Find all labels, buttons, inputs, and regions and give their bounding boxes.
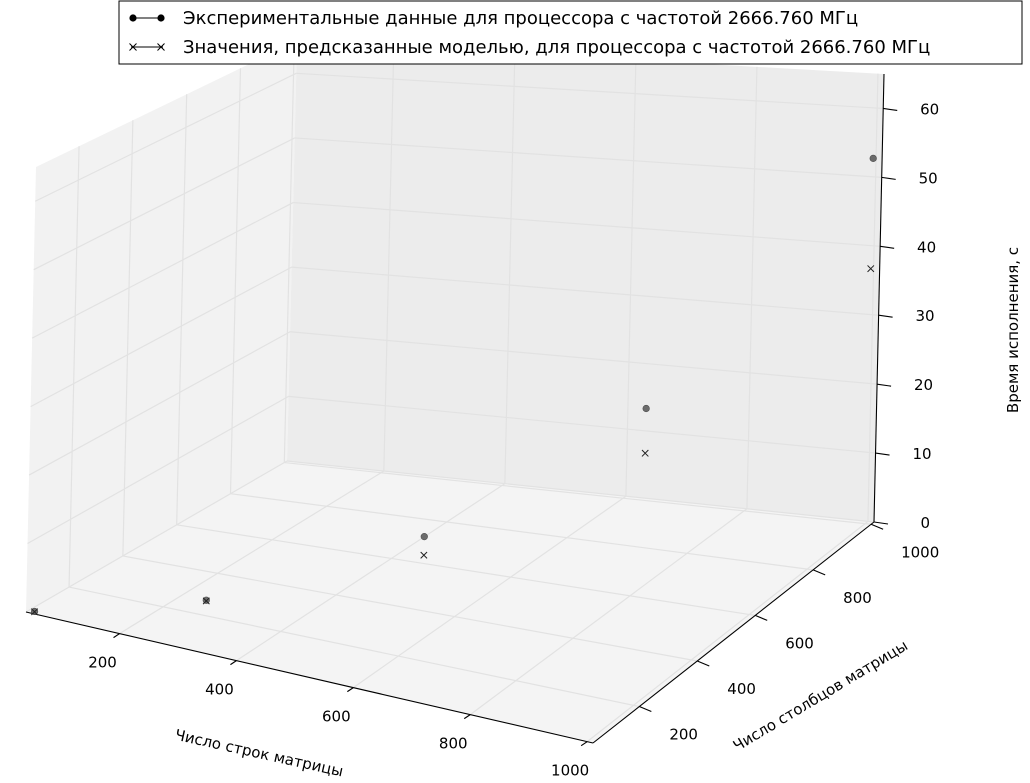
z-axis-line xyxy=(873,73,885,523)
back-pane xyxy=(287,41,884,522)
grid-line-z-back xyxy=(291,266,879,316)
z-tick-label: 30 xyxy=(916,307,935,325)
grid-line-y-left xyxy=(122,120,134,556)
y-tick-label: 400 xyxy=(727,680,756,698)
x-tick xyxy=(347,687,354,693)
z-tick xyxy=(876,383,892,387)
x-tick xyxy=(580,741,588,747)
grid-line-y-left xyxy=(68,146,80,588)
z-tick-label: 60 xyxy=(920,100,939,118)
z-tick-label: 40 xyxy=(917,238,936,256)
grid-line-x-back xyxy=(867,73,879,522)
legend: Экспериментальные данные для процессора … xyxy=(118,0,1023,65)
point-model xyxy=(867,265,875,273)
z-tick-label: 50 xyxy=(919,169,938,187)
grid-line-z-left xyxy=(34,72,297,202)
grid-line-z-back xyxy=(288,395,876,454)
grid-line-x-back xyxy=(383,46,395,472)
grid-line-x-back xyxy=(625,60,637,497)
point-experimental xyxy=(642,404,650,413)
axis-panes xyxy=(26,41,884,743)
x-tick xyxy=(230,660,237,666)
x-axis-label: Число строк матрицы xyxy=(173,726,345,781)
y-axis-label: Число столбцов матрицы xyxy=(730,636,911,755)
left-pane xyxy=(26,41,297,612)
grid-line-z-back xyxy=(293,201,881,247)
grid-line-z-left xyxy=(28,331,291,476)
legend-label-experimental: Экспериментальные данные для процессора … xyxy=(183,8,858,29)
y-tick xyxy=(870,523,884,530)
grid-line-z-back xyxy=(294,137,882,178)
legend-swatch-model xyxy=(129,43,165,51)
legend-label-model: Значения, предсказанные моделью, для про… xyxy=(183,37,930,58)
point-model xyxy=(30,608,39,616)
z-tick-label: 20 xyxy=(914,376,933,394)
z-tick xyxy=(880,245,895,249)
y-tick xyxy=(639,706,652,713)
z-tick xyxy=(875,452,890,456)
z-tick xyxy=(878,314,893,318)
point-model xyxy=(641,449,649,457)
data-marks xyxy=(30,154,877,616)
axis-ticks: 200 400 600 800 1000 200 400 600 800 1000 0 10 20 30 4… xyxy=(88,100,939,779)
point-experimental xyxy=(869,154,877,162)
legend-swatch-experimental xyxy=(129,14,165,22)
x-tick-label: 200 xyxy=(88,654,117,672)
point-experimental xyxy=(420,533,428,541)
x-axis-line xyxy=(25,611,594,744)
x-tick xyxy=(113,633,120,639)
grid-line-y-floor xyxy=(122,555,698,662)
z-tick xyxy=(873,521,889,525)
grid-line-y-floor xyxy=(68,586,640,708)
grid-line-z-left xyxy=(33,137,295,271)
grid-line-z-back xyxy=(296,72,884,110)
floor-pane xyxy=(26,461,874,743)
grid-line-z-left xyxy=(25,460,288,613)
grid-line-x-back xyxy=(746,66,758,509)
x-tick xyxy=(463,714,471,720)
y-tick xyxy=(755,614,768,621)
x-tick-label: 400 xyxy=(205,681,234,699)
point-model xyxy=(202,597,210,605)
grid-line-y-left xyxy=(229,68,242,494)
grid-line-y-left xyxy=(283,42,295,463)
grid-line-y-floor xyxy=(284,461,872,525)
grid-line-z-left xyxy=(30,266,292,408)
x-tick-label: 1000 xyxy=(551,762,589,780)
grid-line-z-back xyxy=(286,460,875,523)
y-tick xyxy=(697,660,710,667)
y-tick xyxy=(812,569,826,576)
grid-line-x-back xyxy=(504,53,516,484)
x-tick-label: 600 xyxy=(322,708,351,726)
legend-box xyxy=(118,0,1023,65)
z-tick xyxy=(881,176,896,180)
z-tick xyxy=(883,107,898,112)
z-tick-label: 10 xyxy=(912,445,931,463)
grid-line-z-left xyxy=(31,202,294,339)
x-tick-label: 800 xyxy=(439,735,468,753)
z-axis-label: Время исполнения, с xyxy=(1004,247,1022,413)
grid-line-y-floor xyxy=(230,493,814,571)
grid-lines xyxy=(25,42,884,743)
y-tick-label: 600 xyxy=(785,634,814,652)
z-tick-label: 0 xyxy=(920,514,930,532)
y-tick-label: 200 xyxy=(669,726,698,744)
grid-line-y-floor xyxy=(176,524,756,617)
y-tick-label: 800 xyxy=(843,589,872,607)
grid-line-z-back xyxy=(290,331,878,385)
grid-line-z-left xyxy=(27,395,289,545)
y-tick-label: 1000 xyxy=(901,543,939,561)
point-model xyxy=(420,551,428,559)
grid-line-y-left xyxy=(176,94,188,525)
